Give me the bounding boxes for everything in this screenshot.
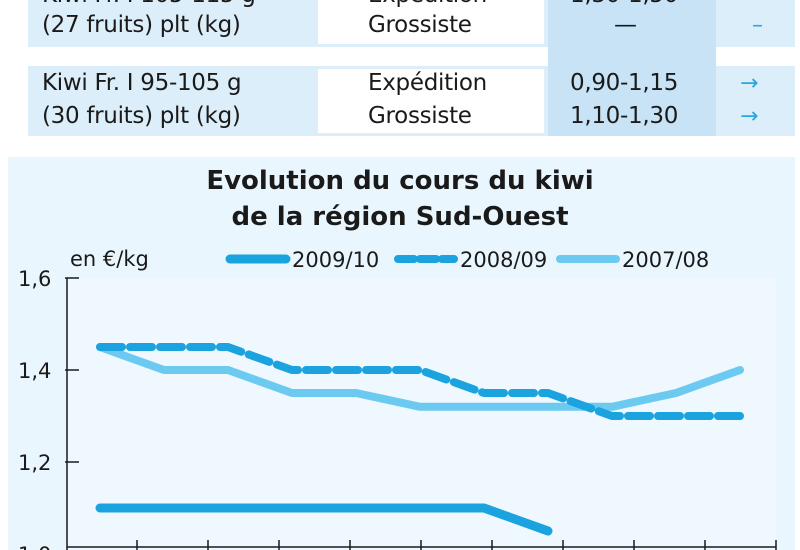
trend-arrow-icon: → [740, 71, 759, 96]
price-range: 1,10-1,30 [570, 103, 679, 129]
trend-arrow-icon: → [740, 0, 758, 12]
y-tick-label: 1,4 [18, 359, 51, 383]
product-name: Kiwi Fr. I 95-105 g [42, 70, 242, 96]
stage-cell [318, 69, 544, 133]
price-range: 1,30-1,50 [570, 0, 678, 12]
price-range: 0,90-1,15 [570, 70, 679, 96]
product-packaging: (30 fruits) plt (kg) [42, 103, 241, 129]
market-stage: Grossiste [368, 12, 472, 38]
price-range: — [614, 12, 637, 38]
product-packaging: (27 fruits) plt (kg) [42, 12, 241, 38]
price-column-background [548, 0, 716, 136]
stage-cell [318, 0, 544, 44]
chart-subtitle: de la région Sud-Ouest [231, 202, 569, 232]
product-name: Kiwi Fr. I 105-115 g [42, 0, 256, 12]
legend-label: 2009/10 [292, 248, 379, 272]
chart-series [95, 343, 744, 536]
trend-dash-icon: – [752, 13, 763, 38]
series-line-2009-10 [95, 503, 553, 536]
chart-legend: 2009/10 2008/09 2007/08 [225, 248, 709, 272]
y-tick-label: 1,2 [18, 451, 51, 475]
market-stage: Expédition [368, 70, 487, 96]
price-table: Kiwi Fr. I 105-115 g (27 fruits) plt (kg… [0, 0, 800, 145]
legend-label: 2008/09 [460, 248, 547, 272]
trend-arrow-icon: → [740, 104, 759, 129]
market-stage: Grossiste [368, 103, 472, 129]
chart-axes: 1,0 1,2 1,4 1,6 [18, 267, 777, 550]
y-axis-label: en €/kg [70, 247, 149, 271]
series-line-2008-09 [96, 343, 744, 420]
series-line-2007-08 [96, 343, 744, 411]
legend-label: 2007/08 [622, 248, 709, 272]
chart-title: Evolution du cours du kiwi [206, 166, 594, 196]
market-stage: Expédition [368, 0, 487, 12]
y-tick-label: 1,6 [18, 267, 51, 291]
y-tick-label: 1,0 [18, 543, 51, 550]
